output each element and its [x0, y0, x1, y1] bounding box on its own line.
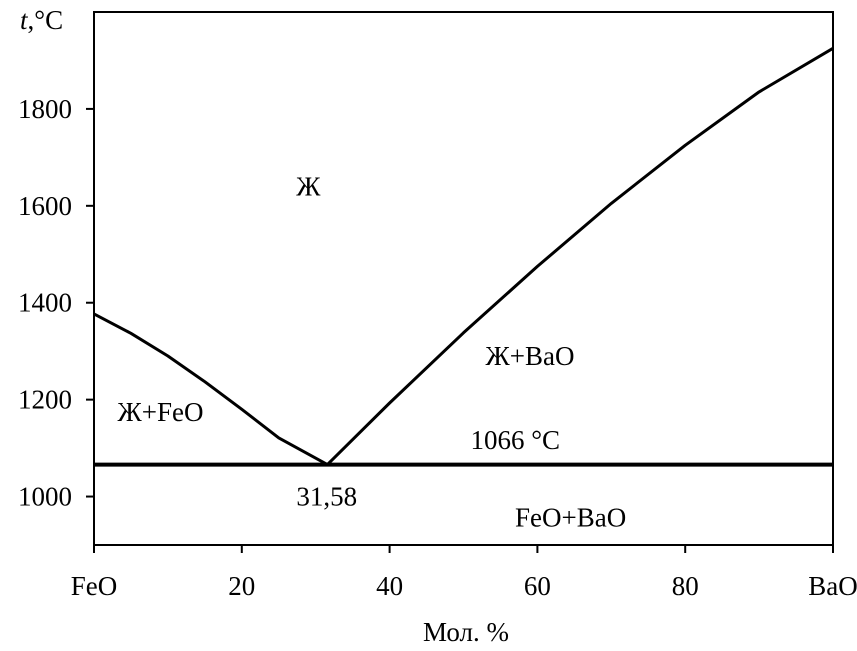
region-label: FeO+BaO: [515, 502, 626, 532]
x-tick-label: BaO: [808, 571, 857, 601]
x-tick-label: 20: [228, 571, 255, 601]
region-label: Ж+FeO: [118, 397, 204, 427]
y-tick-label: 1800: [18, 94, 72, 124]
y-tick-label: 1000: [18, 482, 72, 512]
region-label: 1066 °C: [470, 425, 560, 455]
y-tick-label: 1200: [18, 385, 72, 415]
region-label: 31,58: [296, 482, 357, 512]
liquidus-curve-1: [93, 312, 329, 466]
y-tick-label: 1600: [18, 191, 72, 221]
region-label: Ж: [296, 171, 321, 201]
region-label: Ж+BaO: [486, 341, 575, 371]
liquidus-curve-2: [326, 47, 834, 466]
x-tick-label: 40: [376, 571, 403, 601]
y-axis-label-unit: ,°C: [28, 5, 64, 35]
x-axis-label: Мол. %: [423, 617, 509, 647]
y-axis-label-symbol: t: [20, 5, 29, 35]
x-tick-label: FeO: [71, 571, 118, 601]
x-tick-label: 60: [524, 571, 551, 601]
y-tick-label: 1400: [18, 288, 72, 318]
y-axis-label: t,°C: [20, 5, 63, 35]
x-tick-label: 80: [672, 571, 699, 601]
plot-frame: [93, 11, 834, 546]
